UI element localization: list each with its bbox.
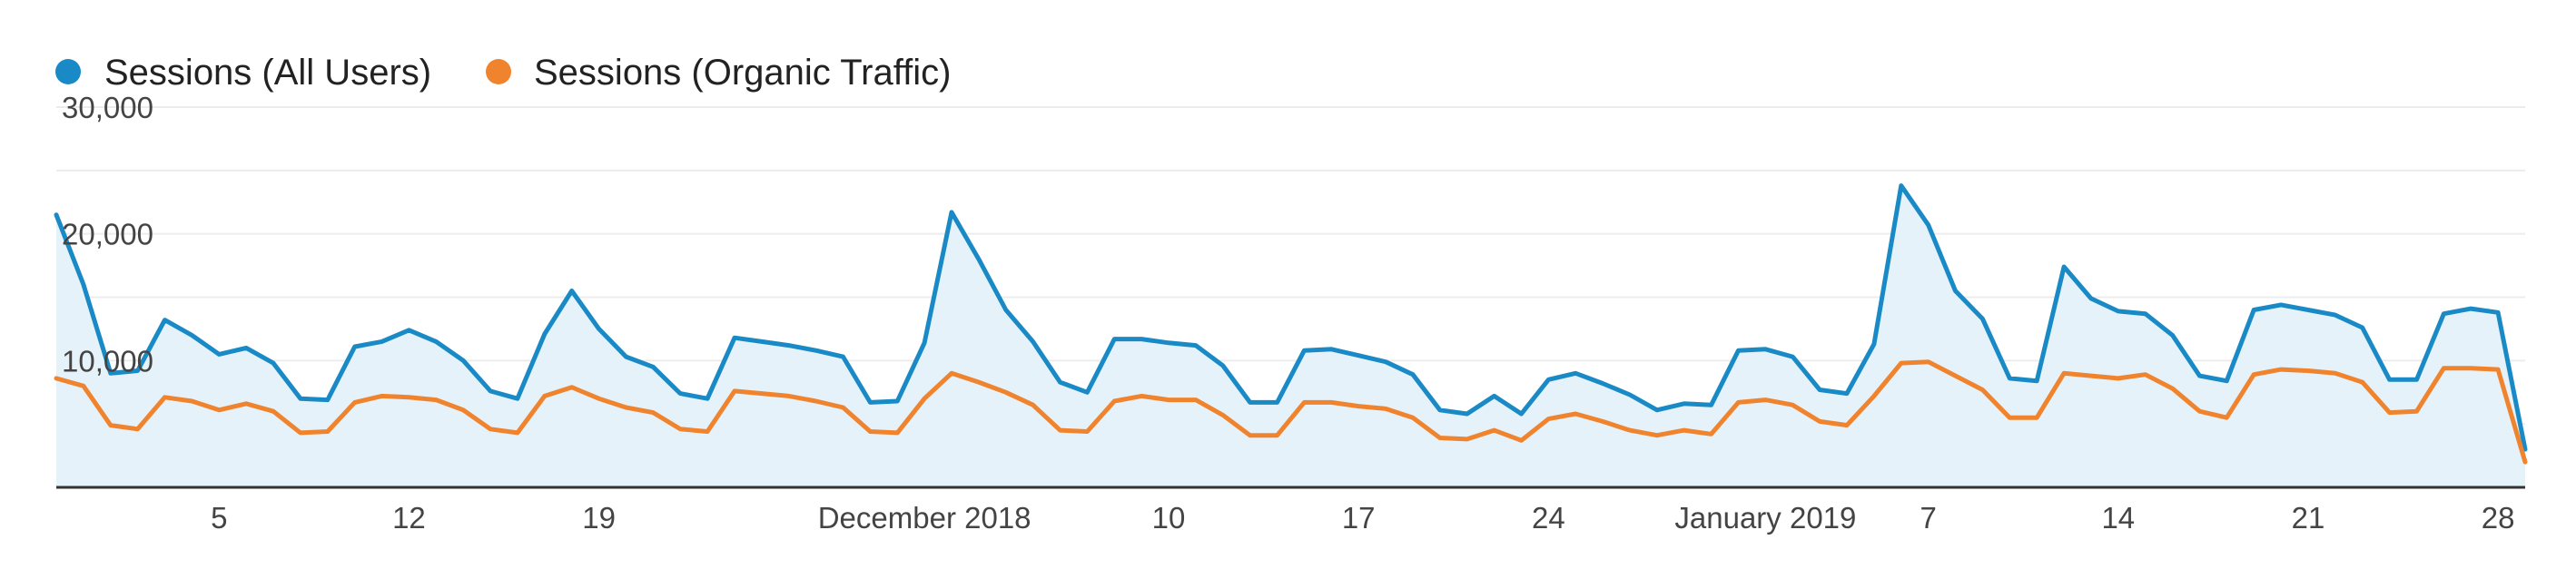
x-tick-label: 19: [582, 501, 616, 535]
y-tick-label: 20,000: [62, 218, 153, 251]
x-tick-label: 28: [2482, 501, 2515, 535]
series-line-all-users[interactable]: [54, 183, 2528, 452]
legend-swatch-organic-traffic: [486, 59, 511, 84]
series-lines: [54, 183, 2528, 465]
x-tick-label: December 2018: [818, 501, 1031, 535]
y-tick-label: 30,000: [62, 91, 153, 124]
x-tick-label: 24: [1532, 501, 1565, 535]
legend-item-all-users[interactable]: Sessions (All Users): [55, 53, 431, 93]
x-tick-label: 10: [1152, 501, 1186, 535]
series-line-organic-traffic[interactable]: [54, 359, 2528, 465]
series-area-fills: [56, 185, 2525, 487]
x-tick-label: 7: [1920, 501, 1936, 535]
x-tick-label: 14: [2101, 501, 2135, 535]
x-axis-tick-labels: 5 12 19 December 2018 10 17 24 January 2019 7 14 2…: [211, 501, 2514, 535]
x-tick-label: 12: [392, 501, 426, 535]
x-tick-label: 17: [1342, 501, 1376, 535]
legend-swatch-all-users: [55, 59, 81, 84]
y-axis-tick-labels: 30,000 20,000 10,000: [62, 91, 153, 378]
y-tick-label: 10,000: [62, 344, 153, 378]
x-tick-label: 21: [2292, 501, 2325, 535]
series-area-all-users: [56, 185, 2525, 487]
chart-legend: Sessions (All Users) Sessions (Organic T…: [55, 53, 951, 93]
x-tick-label: 5: [211, 501, 227, 535]
legend-label-all-users: Sessions (All Users): [104, 53, 431, 93]
legend-item-organic-traffic[interactable]: Sessions (Organic Traffic): [486, 53, 951, 93]
x-tick-label: January 2019: [1674, 501, 1856, 535]
legend-label-organic-traffic: Sessions (Organic Traffic): [534, 53, 951, 93]
